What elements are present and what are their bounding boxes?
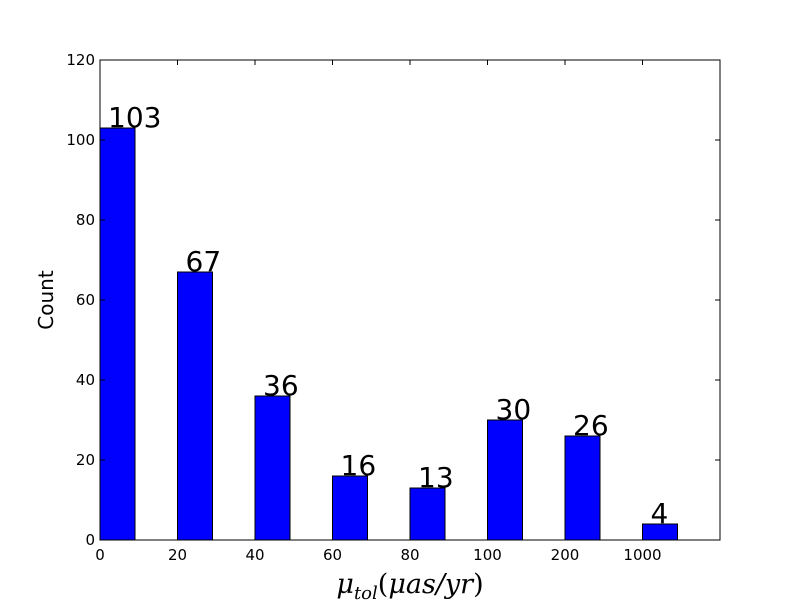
- bar-100: [487, 419, 523, 541]
- x-tick-label-1000: 1000: [623, 546, 661, 564]
- x-tick-label-60: 60: [323, 546, 342, 564]
- plot-frame: [99, 59, 721, 541]
- x-axis-label: μtol(μas/yr): [336, 569, 483, 600]
- y-tick-label-60: 60: [76, 291, 95, 309]
- x-tick-label-80: 80: [400, 546, 419, 564]
- bar-0: [99, 127, 136, 541]
- bars: [99, 127, 678, 541]
- data-labels: 103 67 36 16 13 30 26 4: [108, 101, 668, 530]
- data-label-60: 16: [341, 449, 377, 482]
- bar-60: [332, 475, 368, 541]
- y-tick-label-80: 80: [76, 211, 95, 229]
- data-label-200: 26: [573, 409, 609, 442]
- data-label-1000: 4: [651, 497, 669, 530]
- x-tick-label-0: 0: [95, 546, 105, 564]
- x-tick-label-200: 200: [551, 546, 580, 564]
- x-axis-ticks: 0 20 40 60 80 100 200 1000: [95, 60, 662, 564]
- data-label-80: 13: [418, 461, 454, 494]
- y-tick-label-40: 40: [76, 371, 95, 389]
- x-axis-label-mu: μ: [336, 569, 354, 600]
- x-axis-label-units-close: ): [473, 569, 484, 600]
- x-tick-label-20: 20: [168, 546, 187, 564]
- bar-200: [564, 435, 601, 541]
- x-tick-label-40: 40: [245, 546, 264, 564]
- bar-20: [177, 271, 213, 541]
- x-axis-label-subscript: tol: [354, 583, 378, 600]
- y-tick-label-20: 20: [76, 451, 95, 469]
- bar-40: [254, 395, 291, 541]
- y-axis-ticks: 0 20 40 60 80 100 120: [66, 51, 720, 549]
- data-label-100: 30: [496, 393, 532, 426]
- x-axis-label-units-body: μas/yr: [388, 569, 475, 600]
- y-tick-label-120: 120: [66, 51, 95, 69]
- bar-80: [409, 487, 446, 541]
- x-tick-label-100: 100: [473, 546, 502, 564]
- data-label-20: 67: [186, 245, 222, 278]
- y-axis-label: Count: [34, 270, 58, 330]
- y-tick-label-100: 100: [66, 131, 95, 149]
- data-label-0: 103: [108, 101, 161, 134]
- data-label-40: 36: [263, 369, 299, 402]
- y-tick-label-0: 0: [85, 531, 95, 549]
- x-axis-label-units: (: [378, 569, 389, 600]
